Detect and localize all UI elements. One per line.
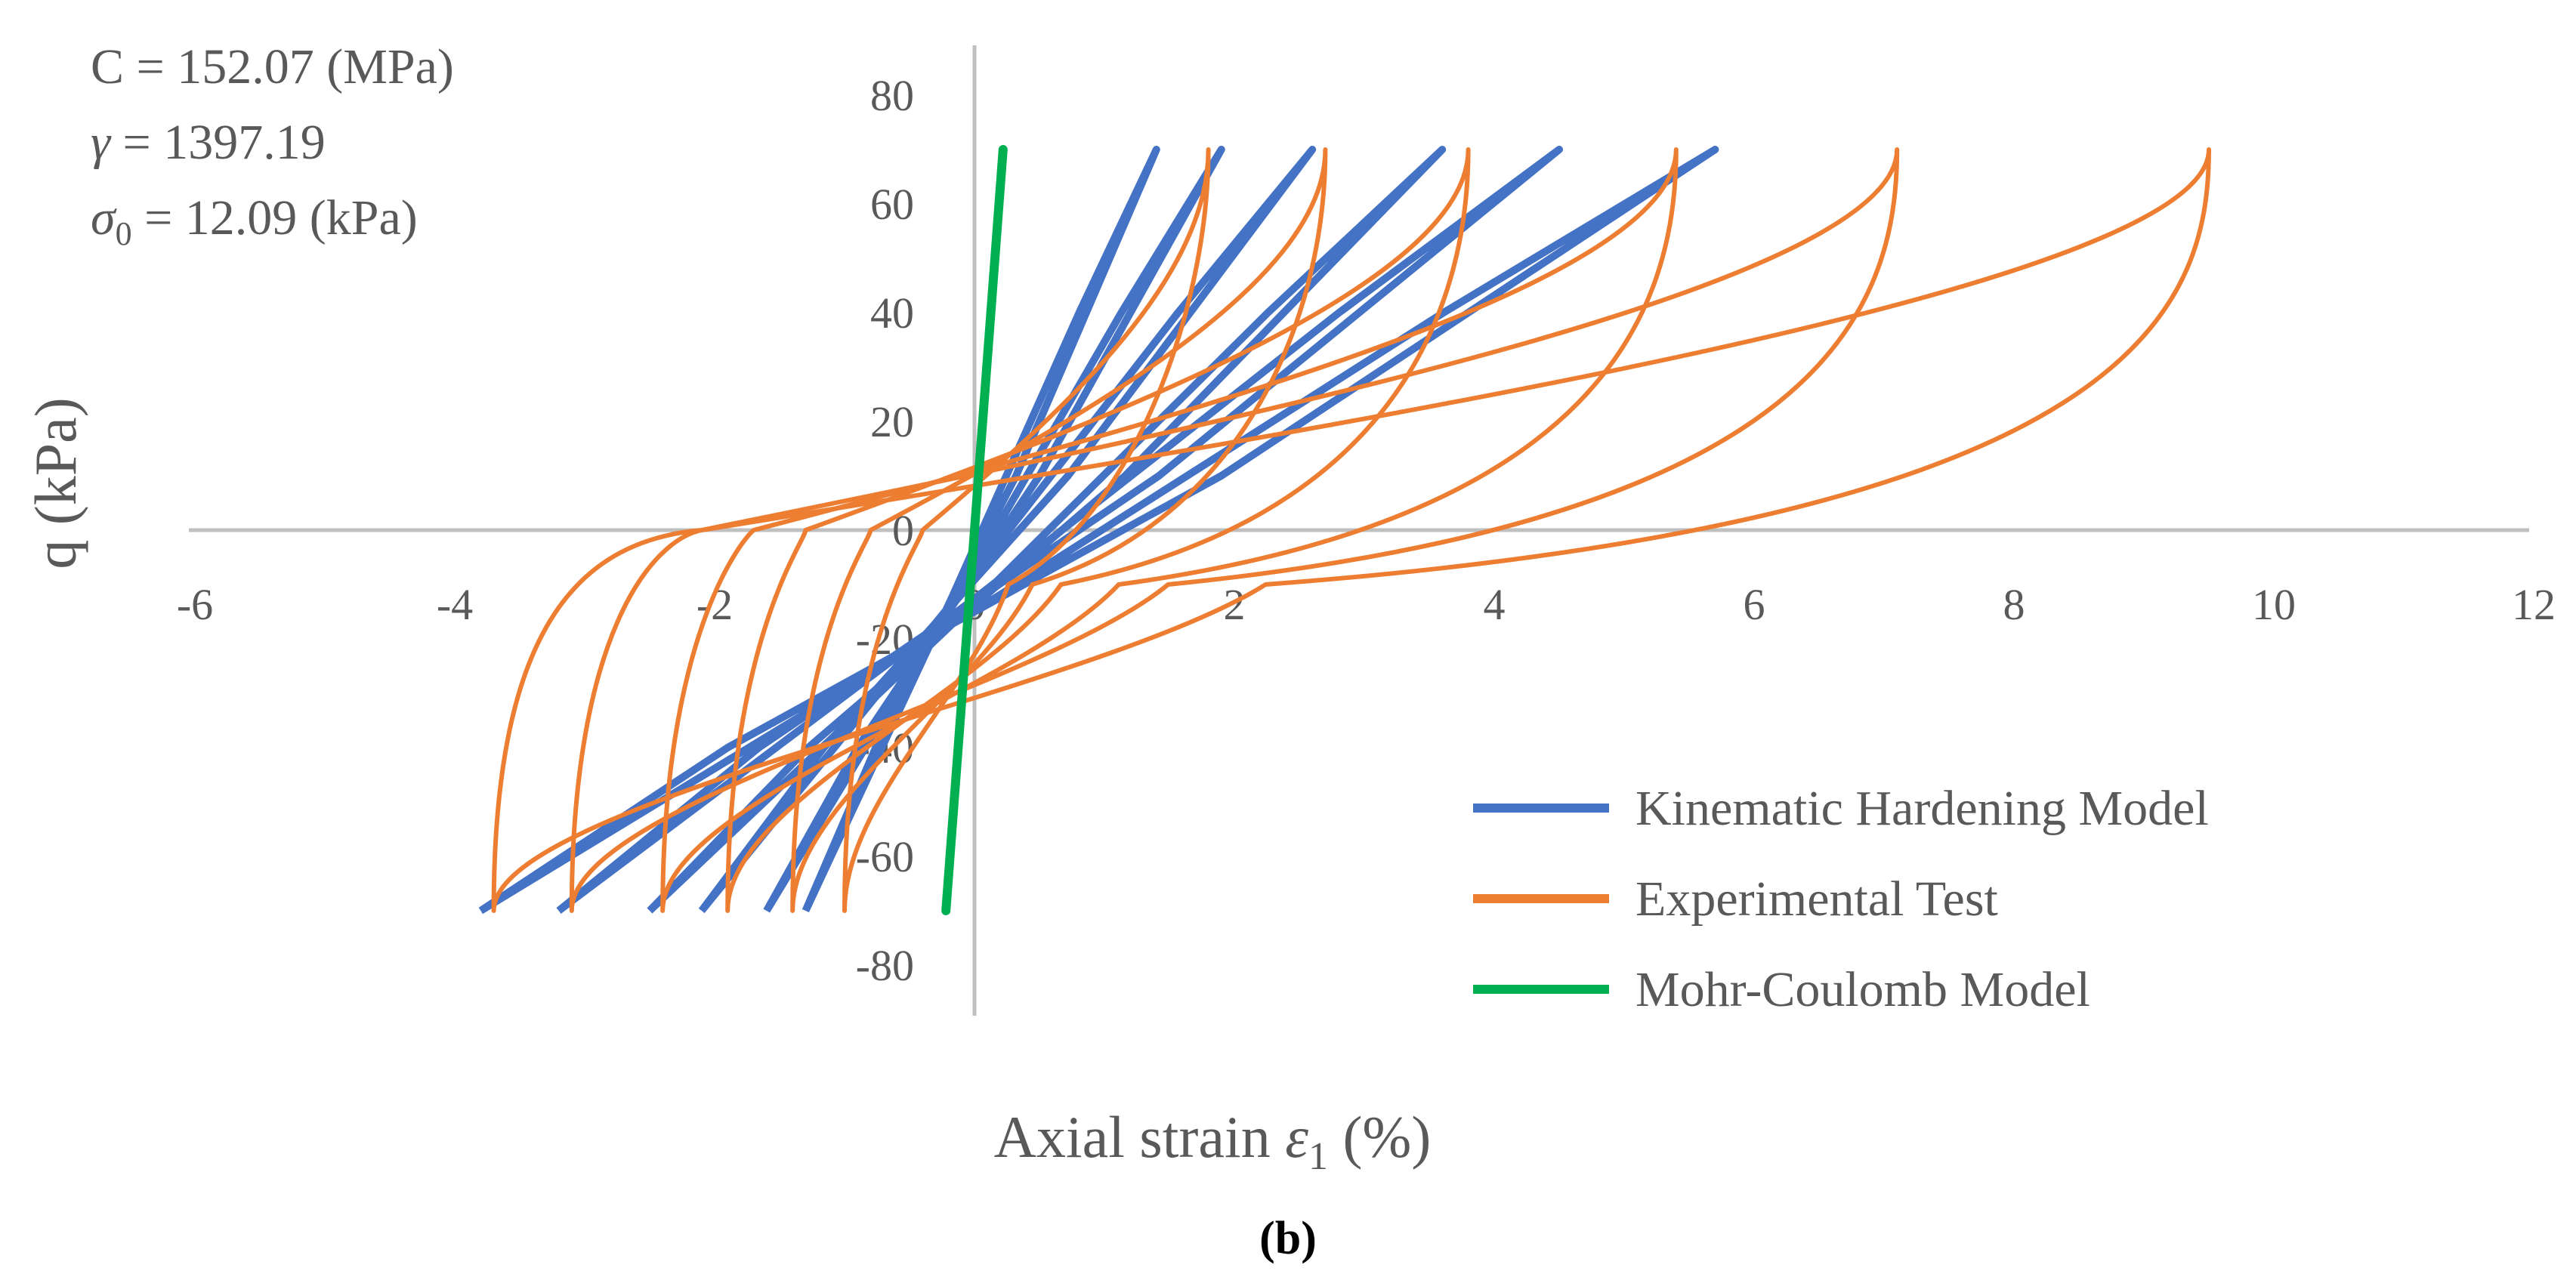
param-sigma0: σ0 = 12.09 (kPa) xyxy=(91,190,418,252)
y-tick-label: -80 xyxy=(856,941,914,990)
experimental-loop xyxy=(491,147,2211,913)
x-tick-labels: -6 -4 -2 0 2 4 6 8 10 12 xyxy=(177,580,2556,629)
y-tick-label: 80 xyxy=(870,71,914,120)
x-axis-title: Axial strain ε1 (%) xyxy=(994,1104,1432,1178)
param-gamma: γ = 1397.19 xyxy=(91,115,326,170)
x-tick-label: -6 xyxy=(177,580,213,629)
kinematic-loop xyxy=(478,146,1719,915)
legend-label: Kinematic Hardening Model xyxy=(1635,781,2209,836)
experimental-loop xyxy=(725,147,1471,913)
y-tick-label: 60 xyxy=(870,180,914,229)
legend-label: Mohr-Coulomb Model xyxy=(1635,962,2090,1017)
y-tick-label: 40 xyxy=(870,288,914,338)
plot-series xyxy=(478,145,2211,915)
figure-caption: (b) xyxy=(1259,1213,1317,1264)
x-tick-label: 8 xyxy=(2003,580,2025,629)
experimental-loop xyxy=(660,147,1679,913)
experimental-loop xyxy=(569,147,1900,913)
kinematic-loop xyxy=(802,146,1160,913)
x-tick-label: 12 xyxy=(2512,580,2556,629)
legend-label: Experimental Test xyxy=(1635,871,1998,927)
y-tick-label: -60 xyxy=(856,832,914,881)
mohr-coulomb-line xyxy=(941,145,1008,915)
legend: Kinematic Hardening Model Experimental Te… xyxy=(1473,781,2209,1017)
x-tick-label: 10 xyxy=(2252,580,2296,629)
x-tick-label: 4 xyxy=(1484,580,1506,629)
y-tick-label: 20 xyxy=(870,397,914,446)
param-c: C = 152.07 (MPa) xyxy=(91,39,454,94)
kinematic-loop xyxy=(556,146,1563,914)
x-tick-label: -4 xyxy=(437,580,473,629)
y-axis-title: q (kPa) xyxy=(23,397,88,569)
x-tick-label: 6 xyxy=(1744,580,1765,629)
